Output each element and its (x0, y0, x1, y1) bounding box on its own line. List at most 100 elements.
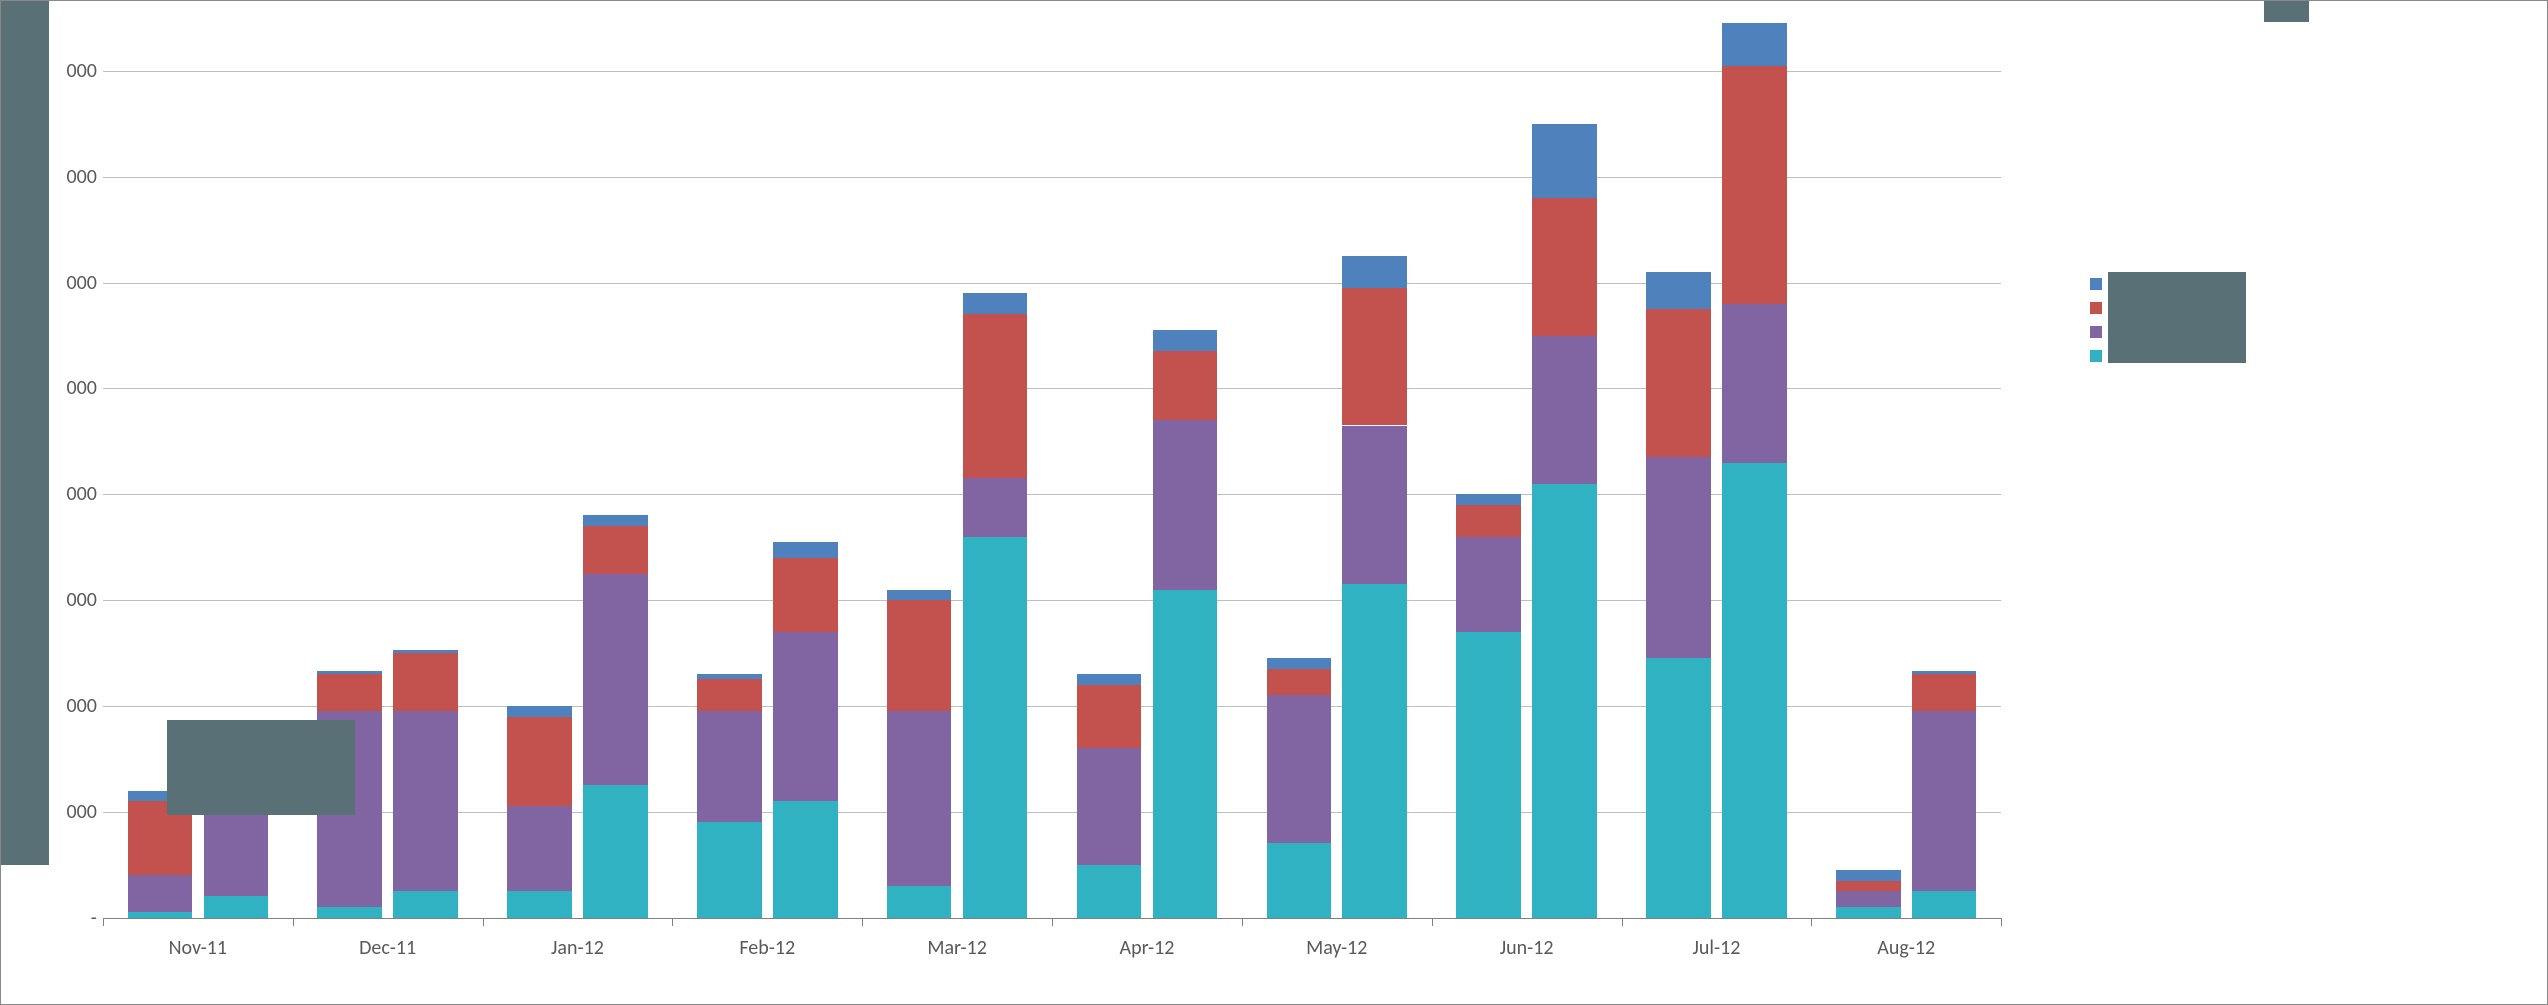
stacked-bar (1153, 18, 1218, 917)
bar-segment (697, 674, 762, 679)
bar-segment (773, 801, 838, 917)
y-tick-label: 000 (66, 165, 102, 189)
y-tick-label: 000 (66, 800, 102, 824)
bar-segment (1836, 891, 1901, 907)
x-tick (672, 918, 673, 926)
x-tick-label: Jan-12 (551, 918, 604, 960)
bar-segment (1646, 309, 1711, 457)
bar-segment (1722, 463, 1787, 918)
bar-segment (507, 806, 572, 891)
bar-segment (1646, 272, 1711, 309)
bar-segment (1646, 658, 1711, 917)
bar-segment (393, 891, 458, 917)
bar-segment (1722, 66, 1787, 304)
bar-segment (1912, 891, 1977, 917)
x-tick (1242, 918, 1243, 926)
y-tick-label: - (91, 906, 103, 930)
obscuring-slab (167, 720, 356, 815)
bar-segment (1077, 674, 1142, 685)
stacked-bar (393, 18, 458, 917)
obscuring-slab (1, 1, 49, 865)
stacked-bar (1836, 18, 1901, 917)
bar-segment (1912, 671, 1977, 674)
bar-segment (1456, 537, 1521, 632)
x-tick (103, 918, 104, 926)
x-tick-label: Apr-12 (1120, 918, 1175, 960)
x-tick (1811, 918, 1812, 926)
bar-segment (1342, 584, 1407, 917)
y-tick-label: 000 (66, 694, 102, 718)
bar-segment (963, 314, 1028, 478)
bar-segment (317, 671, 382, 674)
x-tick (293, 918, 294, 926)
bar-segment (317, 674, 382, 711)
stacked-bar (583, 18, 648, 917)
x-tick-label: Dec-11 (359, 918, 416, 960)
bar-segment (128, 912, 193, 917)
bar-segment (1153, 590, 1218, 918)
obscuring-slab (2108, 272, 2246, 362)
bar-segment (1267, 658, 1332, 669)
x-tick (483, 918, 484, 926)
bar-segment (393, 711, 458, 891)
bar-segment (697, 711, 762, 822)
x-tick (862, 918, 863, 926)
bar-segment (1153, 420, 1218, 589)
bar-segment (507, 706, 572, 717)
bar-segment (1836, 870, 1901, 881)
bar-segment (1532, 484, 1597, 918)
bar-segment (583, 526, 648, 574)
bar-segment (204, 812, 269, 897)
gridline (103, 283, 2001, 284)
x-tick (1622, 918, 1623, 926)
x-tick (2001, 918, 2002, 926)
stacked-bar (1342, 18, 1407, 917)
bar-segment (963, 478, 1028, 536)
chart-container: -000000000000000000000000Nov-11Dec-11Jan… (0, 0, 2548, 1005)
bar-segment (1153, 330, 1218, 351)
stacked-bar (887, 18, 952, 917)
obscuring-slab (2264, 1, 2310, 22)
stacked-bar (1456, 18, 1521, 917)
bar-segment (773, 542, 838, 558)
bar-segment (393, 653, 458, 711)
bar-segment (887, 886, 952, 918)
x-tick (1052, 918, 1053, 926)
chart-frame: -000000000000000000000000Nov-11Dec-11Jan… (0, 0, 2548, 1005)
stacked-bar (1912, 18, 1977, 917)
stacked-bar (1532, 18, 1597, 917)
gridline (103, 600, 2001, 601)
bar-segment (317, 907, 382, 918)
legend (2090, 272, 2108, 368)
bar-segment (583, 785, 648, 917)
bar-segment (1342, 256, 1407, 288)
x-tick-label: Jun-12 (1500, 918, 1554, 960)
plot-area: -000000000000000000000000Nov-11Dec-11Jan… (103, 18, 2001, 917)
bar-segment (773, 632, 838, 801)
bar-segment (773, 558, 838, 632)
bar-segment (1077, 865, 1142, 918)
bar-segment (1077, 685, 1142, 748)
legend-swatch (2090, 278, 2102, 290)
y-tick-label: 000 (66, 376, 102, 400)
bar-segment (1722, 23, 1787, 65)
x-tick-label: Aug-12 (1877, 918, 1935, 960)
gridline (103, 177, 2001, 178)
legend-item (2090, 320, 2108, 344)
legend-swatch (2090, 302, 2102, 314)
stacked-bar (1722, 18, 1787, 917)
bar-segment (1342, 288, 1407, 426)
x-tick-label: Feb-12 (739, 918, 795, 960)
bar-segment (393, 650, 458, 653)
bar-segment (1456, 494, 1521, 505)
gridline (103, 706, 2001, 707)
legend-swatch (2090, 350, 2102, 362)
bar-segment (1267, 843, 1332, 917)
bar-segment (963, 293, 1028, 314)
bar-segment (1532, 198, 1597, 336)
y-tick-label: 000 (66, 271, 102, 295)
bar-segment (1722, 304, 1787, 463)
bar-segment (887, 590, 952, 601)
bar-segment (1532, 336, 1597, 484)
stacked-bar (1077, 18, 1142, 917)
